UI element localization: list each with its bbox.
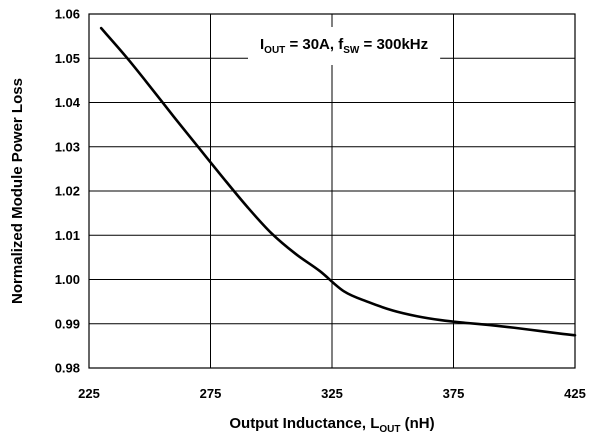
x-tick-labels: 225 275 325 375 425: [78, 386, 586, 401]
x-axis-label: Output Inductance, LOUT (nH): [229, 415, 434, 435]
y-tick-label: 1.00: [55, 272, 80, 287]
y-tick-label: 1.05: [55, 51, 80, 66]
grid: [88, 13, 576, 369]
y-tick-label: 0.98: [55, 361, 80, 376]
annotation-text: I: [260, 36, 264, 53]
y-tick-label: 1.06: [55, 7, 80, 22]
y-axis-label: Normalized Module Power Loss: [9, 78, 26, 304]
x-tick-label: 325: [321, 386, 343, 401]
y-tick-label: 0.99: [55, 316, 80, 331]
y-tick-label: 1.04: [55, 95, 81, 110]
x-axis-label-subscript: OUT: [379, 424, 400, 435]
annotation-subscript: SW: [343, 45, 360, 56]
plot-frame: [88, 13, 576, 369]
y-tick-labels: 0.98 0.99 1.00 1.01 1.02 1.03 1.04 1.05 1.06: [55, 7, 81, 376]
series-line: [99, 26, 577, 337]
x-tick-label: 425: [564, 386, 586, 401]
annotation: IOUT = 30A, fSW = 300kHz: [260, 36, 428, 56]
annotation-subscript: OUT: [264, 45, 285, 56]
x-axis-label-suffix: (nH): [400, 415, 434, 432]
x-tick-label: 375: [443, 386, 465, 401]
y-tick-label: 1.01: [55, 228, 80, 243]
y-tick-label: 1.02: [55, 184, 80, 199]
series-group: [99, 26, 577, 337]
x-tick-label: 225: [78, 386, 100, 401]
x-axis-label-main: Output Inductance, L: [229, 415, 379, 432]
annotation-background: [248, 27, 441, 65]
annotation-text: = 30A, f: [285, 36, 344, 53]
y-tick-label: 1.03: [55, 139, 80, 154]
annotation-text: = 300kHz: [359, 36, 428, 53]
x-tick-label: 275: [200, 386, 222, 401]
